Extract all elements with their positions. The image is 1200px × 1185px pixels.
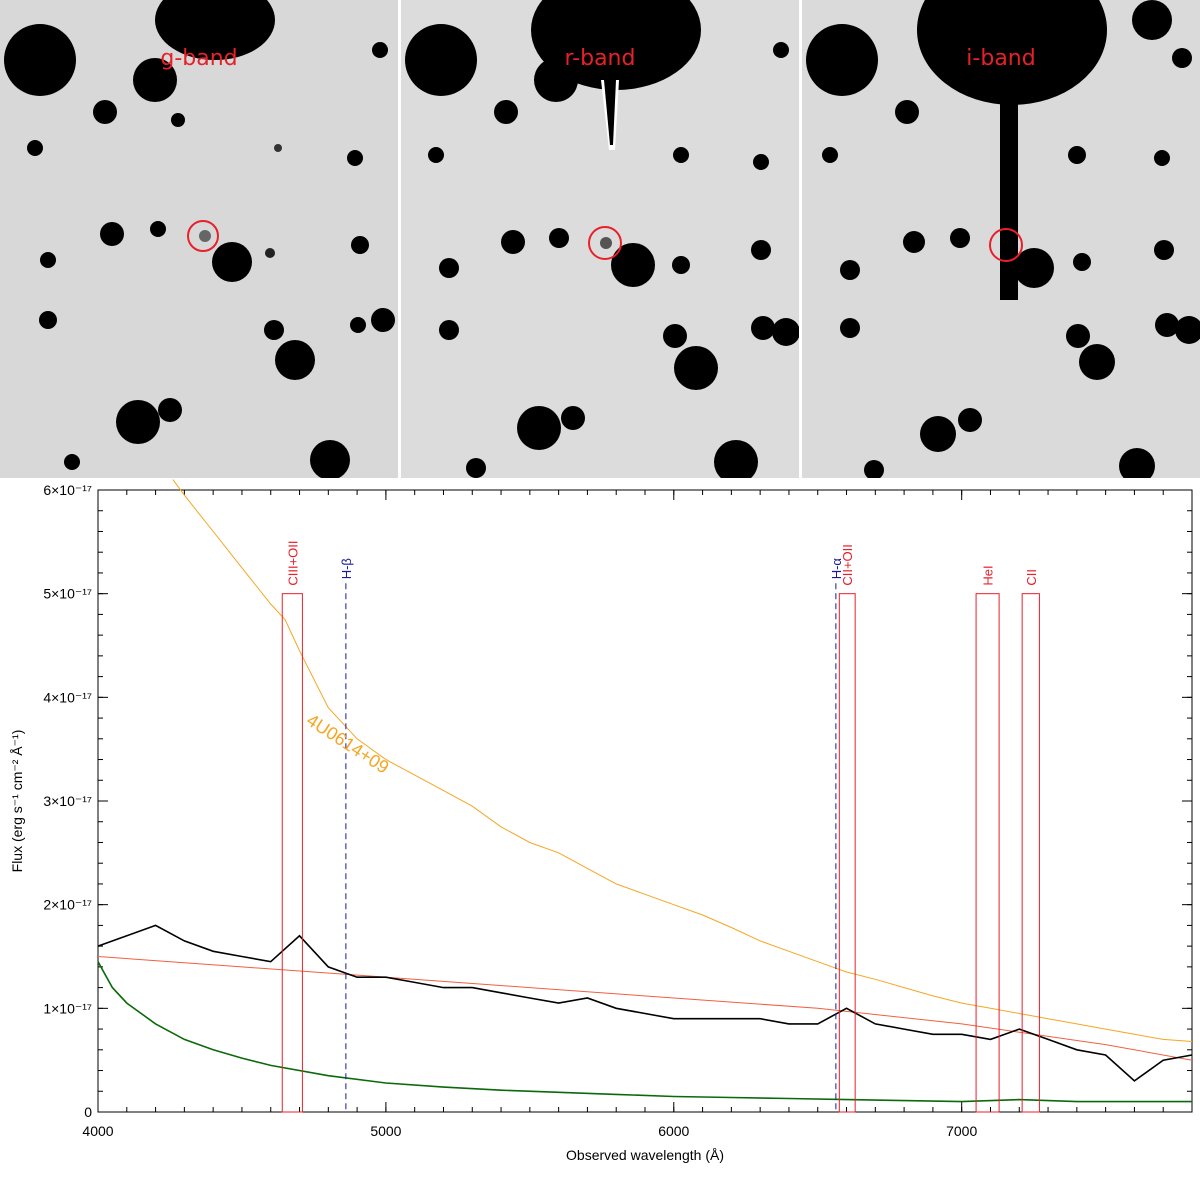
x-tick-label: 6000 <box>658 1123 689 1139</box>
emission-box-label: CIII+OII <box>285 541 300 586</box>
y-axis-label: Flux (erg s⁻¹ cm⁻² Å⁻¹) <box>9 730 25 873</box>
emission-box-label: HeI <box>981 565 996 585</box>
spectrum-chart: 4000 5000 6000 7000 0 1×10⁻¹⁷ 2×10⁻¹⁷ 3×10⁻¹⁷ 4×… <box>9 479 1193 1163</box>
emission-box <box>975 593 1000 1113</box>
emission-box <box>281 593 303 1113</box>
r-band-image <box>401 0 799 478</box>
emission-box <box>1021 593 1040 1113</box>
series-continuum-fit <box>97 956 1193 1061</box>
y-tick-label: 1×10⁻¹⁷ <box>43 1000 92 1016</box>
series-4u0614-09 <box>172 479 1193 1042</box>
i-band-label: i-band <box>966 46 1036 71</box>
y-tick-label: 4×10⁻¹⁷ <box>43 689 92 705</box>
x-tick-label: 4000 <box>82 1123 113 1139</box>
series-spectrum <box>97 924 1193 1082</box>
balmer-line-label: H-β <box>339 558 354 579</box>
emission-box <box>838 593 856 1113</box>
x-axis-label: Observed wavelength (Å) <box>566 1147 724 1163</box>
r-band-panel: r-band <box>401 0 799 478</box>
x-tick-label: 7000 <box>946 1123 977 1139</box>
g-band-image <box>0 0 398 478</box>
y-tick-label: 0 <box>84 1104 92 1120</box>
template-label: 4U0614+09 <box>303 710 392 778</box>
y-tick-label: 5×10⁻¹⁷ <box>43 586 92 602</box>
i-band-image <box>802 0 1200 478</box>
i-band-panel: i-band <box>802 0 1200 478</box>
g-band-label: g-band <box>160 46 238 71</box>
r-band-label: r-band <box>564 46 636 71</box>
g-band-panel: g-band <box>0 0 398 478</box>
balmer-line-label: H-α <box>829 558 844 580</box>
y-tick-label: 3×10⁻¹⁷ <box>43 793 92 809</box>
y-tick-label: 2×10⁻¹⁷ <box>43 897 92 913</box>
emission-box-label: CII <box>1024 569 1039 586</box>
series-sky <box>97 961 1192 1103</box>
y-tick-label: 6×10⁻¹⁷ <box>43 482 92 498</box>
x-tick-label: 5000 <box>370 1123 401 1139</box>
emission-box-label: CII+OII <box>840 544 855 586</box>
